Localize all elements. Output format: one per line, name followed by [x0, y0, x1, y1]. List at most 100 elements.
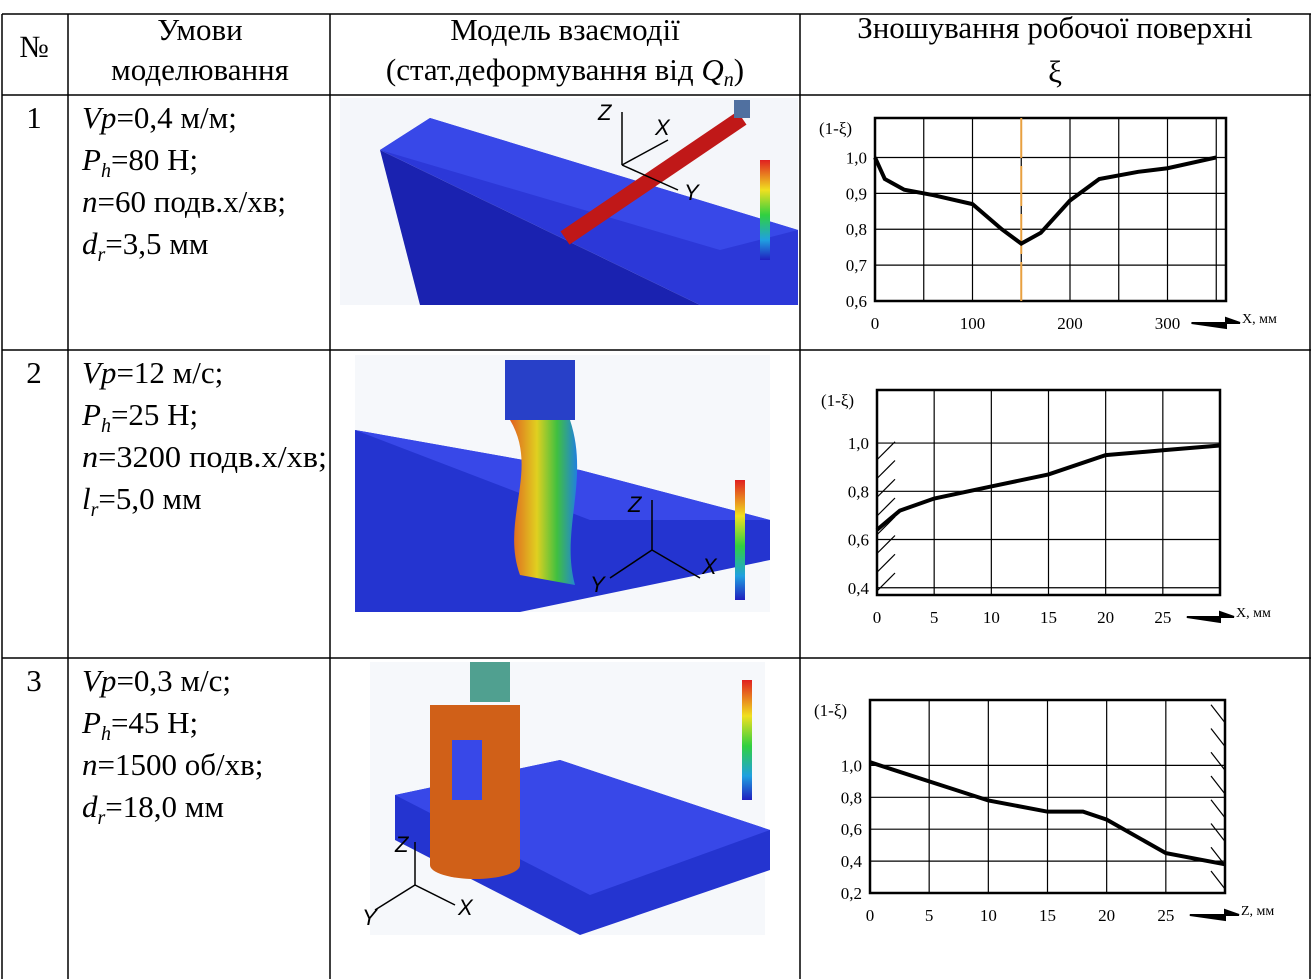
x-tick-label: 25 [1154, 608, 1171, 627]
header-conditions: моделювання [111, 52, 289, 87]
hatch [877, 498, 895, 516]
model-image [340, 98, 798, 935]
condition: Ph=80 Н; [81, 142, 198, 182]
y-tick-label: 0,9 [846, 184, 867, 203]
condition-var: Vp [82, 355, 116, 390]
axis-letter: X [457, 895, 474, 920]
hatch [1211, 824, 1225, 842]
x-tick-label: 20 [1097, 608, 1114, 627]
condition-rest: =3,5 мм [105, 226, 208, 261]
y-tick-label: 0,8 [841, 788, 862, 807]
axis-arrow [1187, 612, 1234, 622]
y-tick-label: 1,0 [841, 756, 862, 775]
condition-rest: =80 Н; [111, 142, 198, 177]
axis-letter: Z [627, 492, 643, 517]
x-tick-label: 0 [873, 608, 882, 627]
hatch [877, 442, 895, 460]
condition: Vp=12 м/с; [82, 355, 223, 390]
text: (стат.деформування від [386, 52, 702, 87]
condition: n=3200 подв.х/хв; [82, 439, 327, 474]
condition-var: Vp [82, 663, 116, 698]
x-tick-label: 300 [1155, 314, 1181, 333]
axis-letter: Y [590, 572, 606, 597]
condition-sub: r [91, 499, 99, 521]
x-axis-label: X, мм [1242, 312, 1277, 327]
condition: Vp=0,3 м/с; [82, 663, 231, 698]
condition-var: P [81, 705, 101, 740]
hatch [1211, 705, 1225, 723]
axis-letter: Y [684, 180, 700, 205]
condition: Vp=0,4 м/м; [82, 100, 237, 135]
condition-var: n [82, 747, 98, 782]
condition: Ph=25 Н; [81, 397, 198, 437]
text: n [724, 69, 734, 91]
hatch [1211, 871, 1225, 889]
hatch [1211, 800, 1225, 818]
condition-rest: =45 Н; [111, 705, 198, 740]
x-tick-label: 25 [1157, 906, 1174, 925]
x-tick-label: 5 [925, 906, 934, 925]
condition-var: P [81, 397, 101, 432]
condition-rest: =1500 об/хв; [98, 747, 264, 782]
hatch [1211, 752, 1225, 770]
hatch [877, 479, 895, 497]
x-tick-label: 5 [930, 608, 939, 627]
axis-letter: Y [362, 905, 378, 930]
condition-rest: =18,0 мм [105, 789, 224, 824]
text: ) [734, 52, 744, 87]
y-tick-label: 1,0 [848, 434, 869, 453]
x-tick-label: 200 [1057, 314, 1083, 333]
hatch [877, 554, 895, 572]
row-number: 3 [26, 663, 42, 698]
header: № Умови моделювання Модель взаємодії (ст… [19, 10, 1253, 91]
condition-var: P [81, 142, 101, 177]
plot-frame [875, 118, 1226, 301]
header-wear: Зношування робочої поверхні [857, 10, 1253, 45]
axis-letter: Z [597, 100, 613, 125]
condition-sub: h [101, 415, 111, 437]
row-number: 1 [26, 100, 42, 135]
condition: Ph=45 Н; [81, 705, 198, 745]
condition: lr=5,0 мм [82, 481, 202, 521]
header-model: Модель взаємодії [450, 12, 680, 47]
condition-sub: r [98, 244, 106, 266]
page: № Умови моделювання Модель взаємодії (ст… [0, 0, 1311, 979]
y-tick-label: 0,6 [848, 531, 869, 550]
condition-var: Vp [82, 100, 116, 135]
y-tick-label: 0,8 [846, 220, 867, 239]
condition-var: d [82, 789, 98, 824]
condition-sub: r [98, 807, 106, 829]
x-tick-label: 100 [960, 314, 986, 333]
condition-rest: =60 подв.х/хв; [98, 184, 286, 219]
y-tick-label: 0,8 [848, 482, 869, 501]
data-line [875, 157, 1216, 243]
hatch [877, 536, 895, 554]
y-axis-label: (1-ξ) [814, 701, 847, 720]
axis-arrow [1190, 910, 1239, 920]
condition-rest: =0,3 м/с; [116, 663, 231, 698]
condition: n=1500 об/хв; [82, 747, 263, 782]
x-tick-label: 15 [1040, 608, 1057, 627]
y-tick-label: 1,0 [846, 148, 867, 167]
x-tick-label: 10 [983, 608, 1000, 627]
condition-rest: =3200 подв.х/хв; [98, 439, 327, 474]
row-number: 2 [26, 355, 42, 390]
condition-rest: =25 Н; [111, 397, 198, 432]
x-tick-label: 20 [1098, 906, 1115, 925]
condition-var: n [82, 184, 98, 219]
condition-rest: =5,0 мм [98, 481, 201, 516]
x-tick-label: 0 [871, 314, 880, 333]
y-tick-label: 0,2 [841, 884, 862, 903]
axis-arrow [1192, 318, 1241, 328]
x-axis-label: X, мм [1236, 606, 1271, 621]
y-tick-label: 0,6 [846, 292, 867, 311]
x-tick-label: 10 [980, 906, 997, 925]
axis-letter: X [701, 554, 718, 579]
y-axis-label: (1-ξ) [821, 391, 854, 410]
y-tick-label: 0,6 [841, 820, 862, 839]
condition-rest: =12 м/с; [116, 355, 223, 390]
x-tick-label: 15 [1039, 906, 1056, 925]
header-model: (стат.деформування від Qn) [386, 52, 744, 91]
header-num: № [19, 29, 49, 64]
